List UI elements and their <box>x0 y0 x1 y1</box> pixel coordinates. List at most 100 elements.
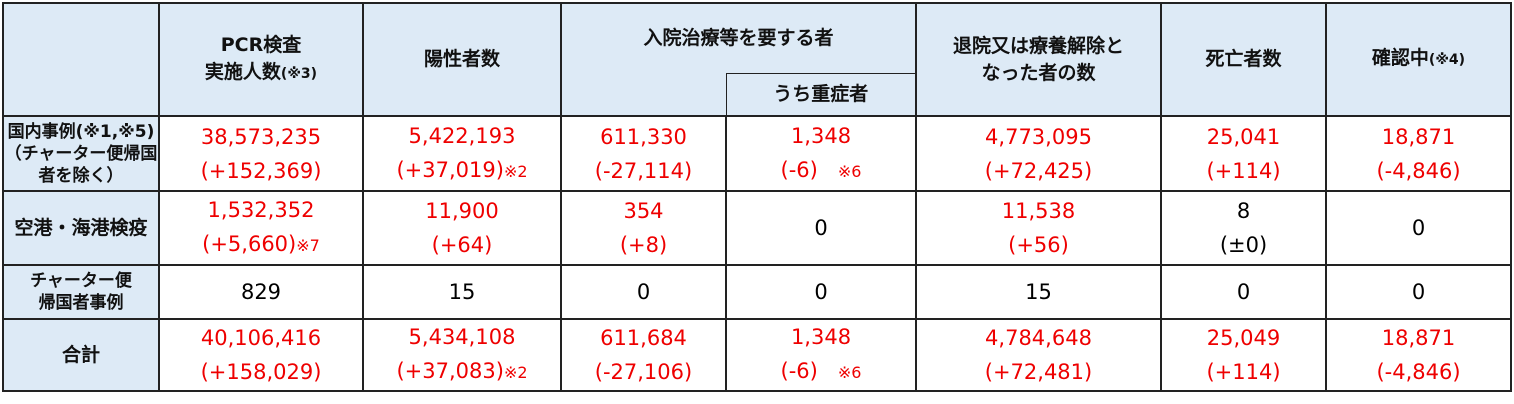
table-cell: 18,871 (-4,846) <box>1325 318 1512 392</box>
cell-value: 0 <box>1411 216 1426 240</box>
table-row-total: 合計 40,106,416 (+158,029) 5,434,108 (+37,083)… <box>2 318 1512 392</box>
table-cell: 1,348 (-6) ※6 <box>725 115 917 192</box>
cell-change: (+158,029) <box>200 360 322 384</box>
cell-note: ※2 <box>503 363 528 382</box>
table-cell: 25,049 (+114) <box>1160 318 1327 392</box>
cell-note: ※6 <box>837 363 862 382</box>
cell-note: ※2 <box>503 161 528 181</box>
row-label-line: 国内事例(※1,※5) <box>7 121 155 142</box>
table-cell: 11,538 (+56) <box>915 190 1162 266</box>
header-discharged: 退院又は療養解除と なった者の数 <box>915 2 1162 117</box>
cell-change: (+8) <box>619 233 668 257</box>
cell-change: (+37,083) <box>396 359 504 383</box>
corner-header <box>2 2 160 117</box>
table-cell: 0 <box>560 264 727 320</box>
row-label-line: 者を除く） <box>38 165 124 186</box>
cell-value: 11,900 <box>425 199 499 223</box>
row-label: 合計 <box>2 318 160 392</box>
cell-value: 40,106,416 <box>200 326 322 350</box>
table-cell: 15 <box>915 264 1162 320</box>
cell-change: (-4,846) <box>1376 360 1461 384</box>
cell-change: (-6) <box>780 359 818 383</box>
table-cell: 829 <box>158 264 364 320</box>
cell-change: (+37,019) <box>396 157 504 182</box>
cell-change: (±0) <box>1219 233 1268 257</box>
table-cell: 4,773,095 (+72,425) <box>915 115 1162 192</box>
table-cell: 1,532,352 (+5,660)※7 <box>158 190 364 266</box>
table-cell: 0 <box>725 190 917 266</box>
table-cell: 15 <box>362 264 562 320</box>
header-hospitalized-spacer <box>560 73 726 117</box>
cell-value: 829 <box>240 280 282 304</box>
table-cell: 1,348 (-6) ※6 <box>725 318 917 392</box>
cell-value: 0 <box>814 280 828 304</box>
cell-value: 8 <box>1236 199 1251 223</box>
table-cell: 611,684 (-27,106) <box>560 318 727 392</box>
table-cell: 0 <box>725 264 917 320</box>
cell-value: 1,532,352 <box>207 198 315 222</box>
cell-value: 38,573,235 <box>200 124 322 149</box>
cell-change: (+5,660) <box>202 232 297 256</box>
header-severe: うち重症者 <box>725 72 917 117</box>
header-confirming: 確認中(※4) <box>1325 2 1512 117</box>
cell-change: (+56) <box>1008 233 1069 257</box>
cell-change: (+64) <box>431 233 493 257</box>
table-cell: 38,573,235 (+152,369) <box>158 115 364 192</box>
table-cell: 5,434,108 (+37,083)※2 <box>362 318 562 392</box>
cell-value: 11,538 <box>1001 199 1076 223</box>
cell-value: 4,784,648 <box>985 326 1092 350</box>
cell-change: (+72,425) <box>984 158 1093 183</box>
cell-value: 1,348 <box>790 123 852 148</box>
row-label-line: （チャーター便帰国 <box>4 143 158 164</box>
header-deaths: 死亡者数 <box>1160 2 1327 117</box>
cell-value: 5,422,193 <box>408 123 516 148</box>
cell-value: 0 <box>814 216 828 240</box>
cell-note: ※6 <box>837 161 862 181</box>
cell-change: (+72,481) <box>984 360 1093 384</box>
table-cell: 25,041 (+114) <box>1160 115 1327 192</box>
table-cell: 0 <box>1160 264 1327 320</box>
table-cell: 354 (+8) <box>560 190 727 266</box>
row-label: 国内事例(※1,※5) （チャーター便帰国 者を除く） <box>2 115 160 192</box>
cell-value: 15 <box>448 280 476 304</box>
cell-value: 0 <box>636 280 651 304</box>
table-cell: 18,871 (-4,846) <box>1325 115 1512 192</box>
table-cell: 0 <box>1325 264 1512 320</box>
row-label-line: 空港・海港検疫 <box>14 217 148 239</box>
cell-value: 611,330 <box>600 124 687 149</box>
row-label-line: 合計 <box>61 344 100 366</box>
cell-value: 15 <box>1025 280 1052 304</box>
cell-value: 0 <box>1411 280 1426 304</box>
cell-change: (+152,369) <box>200 158 322 183</box>
row-label: チャーター便 帰国者事例 <box>2 264 160 320</box>
table-cell: 8 (±0) <box>1160 190 1327 266</box>
cell-change: (+114) <box>1206 158 1281 183</box>
cell-value: 1,348 <box>790 325 852 349</box>
cell-value: 25,049 <box>1206 326 1281 350</box>
cell-value: 5,434,108 <box>408 325 516 349</box>
table-cell: 0 <box>1325 190 1512 266</box>
cell-value: 4,773,095 <box>985 124 1092 149</box>
cell-note: ※7 <box>296 236 320 255</box>
row-label-line: 帰国者事例 <box>38 293 124 313</box>
row-label-line: チャーター便 <box>30 271 132 291</box>
cell-value: 18,871 <box>1381 326 1456 350</box>
table-row-charter: チャーター便 帰国者事例 829 15 0 0 15 0 0 <box>2 264 1512 320</box>
cell-change: (-6) <box>780 157 818 182</box>
cell-change: (-27,114) <box>594 158 693 183</box>
cell-change: (-4,846) <box>1376 158 1461 183</box>
table-cell: 11,900 (+64) <box>362 190 562 266</box>
table-cell: 611,330 (-27,114) <box>560 115 727 192</box>
covid-stats-table: PCR検査 実施人数(※3) 陽性者数 入院治療等を要する者 退院又は療養解除とな… <box>2 2 1512 392</box>
table-cell: 4,784,648 (+72,481) <box>915 318 1162 392</box>
cell-value: 25,041 <box>1206 124 1281 149</box>
cell-change: (+114) <box>1206 360 1281 384</box>
table-row-domestic: 国内事例(※1,※5) （チャーター便帰国 者を除く） 38,573,235 (+152… <box>2 115 1512 192</box>
table-cell: 40,106,416 (+158,029) <box>158 318 364 392</box>
header-pcr: PCR検査 実施人数(※3) <box>158 2 364 117</box>
header-hospitalized: 入院治療等を要する者 <box>560 2 917 73</box>
cell-value: 0 <box>1236 280 1251 304</box>
cell-value: 354 <box>623 199 664 223</box>
header-positive: 陽性者数 <box>362 2 562 117</box>
cell-value: 611,684 <box>600 326 687 350</box>
